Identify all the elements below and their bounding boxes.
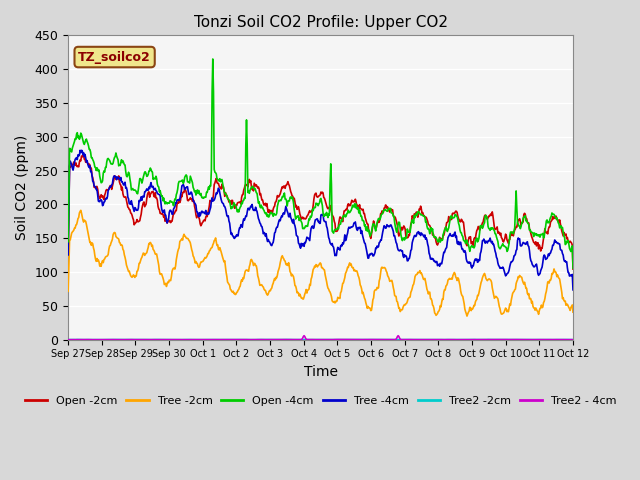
Title: Tonzi Soil CO2 Profile: Upper CO2: Tonzi Soil CO2 Profile: Upper CO2 — [193, 15, 447, 30]
Y-axis label: Soil CO2 (ppm): Soil CO2 (ppm) — [15, 135, 29, 240]
Text: TZ_soilco2: TZ_soilco2 — [78, 50, 151, 63]
X-axis label: Time: Time — [303, 365, 337, 379]
Legend: Open -2cm, Tree -2cm, Open -4cm, Tree -4cm, Tree2 -2cm, Tree2 - 4cm: Open -2cm, Tree -2cm, Open -4cm, Tree -4… — [20, 391, 621, 410]
